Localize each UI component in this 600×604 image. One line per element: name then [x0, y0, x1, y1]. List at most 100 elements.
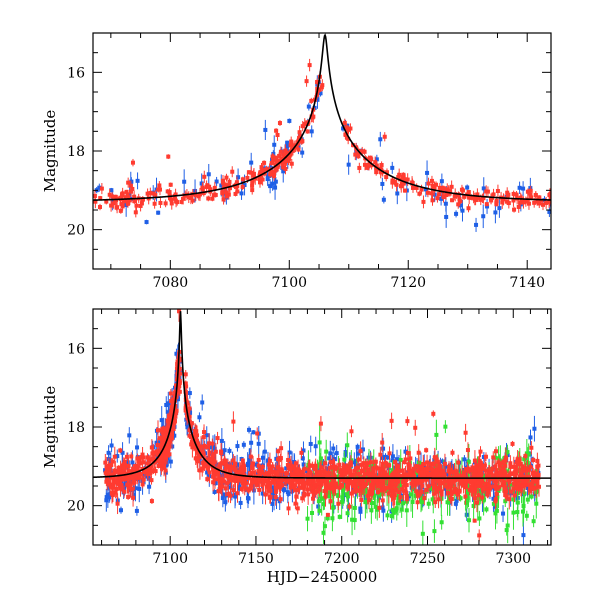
data-point [306, 129, 310, 133]
data-point [216, 436, 220, 440]
data-point [296, 506, 300, 510]
data-point [497, 206, 501, 210]
data-point [323, 524, 327, 528]
data-point [427, 182, 431, 186]
data-point [279, 497, 283, 501]
data-point [529, 446, 533, 450]
x-tick-label: 7140 [509, 275, 545, 291]
data-point [377, 506, 381, 510]
data-point [100, 187, 104, 191]
data-point [416, 500, 420, 504]
data-point [262, 161, 266, 165]
data-point [484, 189, 488, 193]
data-point [300, 151, 304, 155]
data-point [353, 518, 357, 522]
data-point [204, 445, 208, 449]
data-point [306, 517, 310, 521]
data-point [287, 506, 291, 510]
data-point [494, 201, 498, 205]
data-point [240, 191, 244, 195]
data-point [426, 191, 430, 195]
data-point [268, 184, 272, 188]
data-point [249, 161, 253, 165]
data-point [119, 209, 123, 213]
data-point [134, 210, 138, 214]
y-tick-label: 16 [67, 65, 85, 81]
data-point [431, 198, 435, 202]
data-point [214, 450, 218, 454]
top-model-curve [93, 35, 551, 200]
data-point [309, 99, 313, 103]
data-point [532, 201, 536, 205]
data-point [146, 192, 150, 196]
data-point [113, 455, 117, 459]
data-point [314, 444, 318, 448]
data-point [158, 436, 162, 440]
data-point [353, 506, 357, 510]
data-point [458, 199, 462, 203]
data-point [251, 430, 255, 434]
data-point [433, 455, 437, 459]
data-point [137, 487, 141, 491]
series-red-telescope [93, 59, 552, 217]
data-point [532, 519, 536, 523]
data-point [440, 489, 444, 493]
data-point [224, 190, 228, 194]
data-point [123, 460, 127, 464]
data-point [381, 447, 385, 451]
data-point [268, 496, 272, 500]
data-point [356, 154, 360, 158]
data-point [310, 511, 314, 515]
data-point [250, 180, 254, 184]
data-point [443, 425, 447, 429]
data-point [403, 189, 407, 193]
data-point [413, 426, 417, 430]
data-point [493, 210, 497, 214]
data-point [496, 189, 500, 193]
data-point [283, 149, 287, 153]
data-point [150, 499, 154, 503]
y-tick-label: 18 [67, 144, 85, 160]
data-point [270, 161, 274, 165]
data-point [421, 200, 425, 204]
data-point [276, 133, 280, 137]
data-point [274, 160, 278, 164]
data-point [221, 496, 225, 500]
data-point [200, 186, 204, 190]
data-point [521, 187, 525, 191]
data-point [401, 501, 405, 505]
data-point [347, 163, 351, 167]
data-point [301, 124, 305, 128]
data-point [156, 211, 160, 215]
data-point [440, 520, 444, 524]
data-point [388, 451, 392, 455]
data-point [495, 492, 499, 496]
data-point [477, 493, 481, 497]
data-point [220, 191, 224, 195]
data-point [531, 458, 535, 462]
data-point [242, 443, 246, 447]
data-point [211, 475, 215, 479]
data-point [98, 205, 102, 209]
data-point [466, 448, 470, 452]
data-point [383, 135, 387, 139]
data-point [326, 516, 330, 520]
data-point [458, 490, 462, 494]
data-point [512, 493, 516, 497]
data-point [433, 185, 437, 189]
data-point [335, 451, 339, 455]
data-point [164, 201, 168, 205]
data-point [319, 422, 323, 426]
data-point [420, 500, 424, 504]
data-point [166, 155, 170, 159]
data-point [473, 519, 477, 523]
data-point [232, 488, 236, 492]
data-point [223, 500, 227, 504]
data-point [401, 469, 405, 473]
data-point [268, 459, 272, 463]
data-point [468, 469, 472, 473]
data-point [169, 183, 173, 187]
